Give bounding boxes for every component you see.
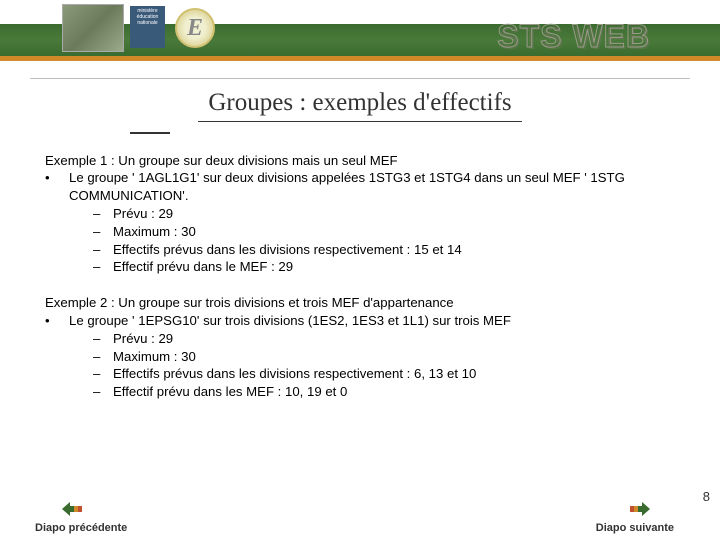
example-sub-item: Maximum : 30 <box>113 348 196 366</box>
ministry-logo-icon: ministère éducation nationale <box>130 6 165 48</box>
header-photo-icon <box>62 4 124 52</box>
logo-sts-web: STS WEB <box>497 18 650 55</box>
header-orange-line <box>0 56 720 61</box>
divider-line <box>30 78 690 79</box>
example-sub-item: Maximum : 30 <box>113 223 196 241</box>
next-slide-button[interactable]: Diapo suivante <box>596 522 674 534</box>
slide-footer: Diapo précédente Diapo suivante 8 <box>0 490 720 540</box>
bullet-icon: • <box>45 312 69 330</box>
slide-header: ministère éducation nationale E STS WEB <box>0 0 720 70</box>
dash-icon: – <box>93 365 113 383</box>
content-area: Exemple 1 : Un groupe sur deux divisions… <box>0 134 720 402</box>
arrow-right-icon[interactable] <box>630 502 650 516</box>
dash-icon: – <box>93 383 113 401</box>
example-block-2: Exemple 2 : Un groupe sur trois division… <box>45 294 675 401</box>
example-sub-item: Prévu : 29 <box>113 205 173 223</box>
dash-icon: – <box>93 205 113 223</box>
logo-e-icon: E <box>175 8 215 48</box>
prev-slide-button[interactable]: Diapo précédente <box>35 522 127 534</box>
example-sub-item: Effectif prévu dans le MEF : 29 <box>113 258 293 276</box>
example-heading: Exemple 1 : Un groupe sur deux divisions… <box>45 152 675 170</box>
bullet-icon: • <box>45 169 69 205</box>
dash-icon: – <box>93 241 113 259</box>
arrow-left-icon[interactable] <box>62 502 82 516</box>
example-block-1: Exemple 1 : Un groupe sur deux divisions… <box>45 152 675 277</box>
example-sub-item: Effectifs prévus dans les divisions resp… <box>113 241 462 259</box>
dash-icon: – <box>93 348 113 366</box>
dash-icon: – <box>93 223 113 241</box>
dash-icon: – <box>93 330 113 348</box>
page-number: 8 <box>703 489 710 504</box>
dash-icon: – <box>93 258 113 276</box>
example-sub-item: Prévu : 29 <box>113 330 173 348</box>
example-sub-item: Effectif prévu dans les MEF : 10, 19 et … <box>113 383 347 401</box>
example-heading: Exemple 2 : Un groupe sur trois division… <box>45 294 675 312</box>
example-sub-item: Effectifs prévus dans les divisions resp… <box>113 365 476 383</box>
example-main-point: Le groupe ' 1EPSG10' sur trois divisions… <box>69 312 511 330</box>
page-title: Groupes : exemples d'effectifs <box>198 87 521 122</box>
title-section: Groupes : exemples d'effectifs <box>0 87 720 134</box>
example-main-point: Le groupe ' 1AGL1G1' sur deux divisions … <box>69 169 675 205</box>
